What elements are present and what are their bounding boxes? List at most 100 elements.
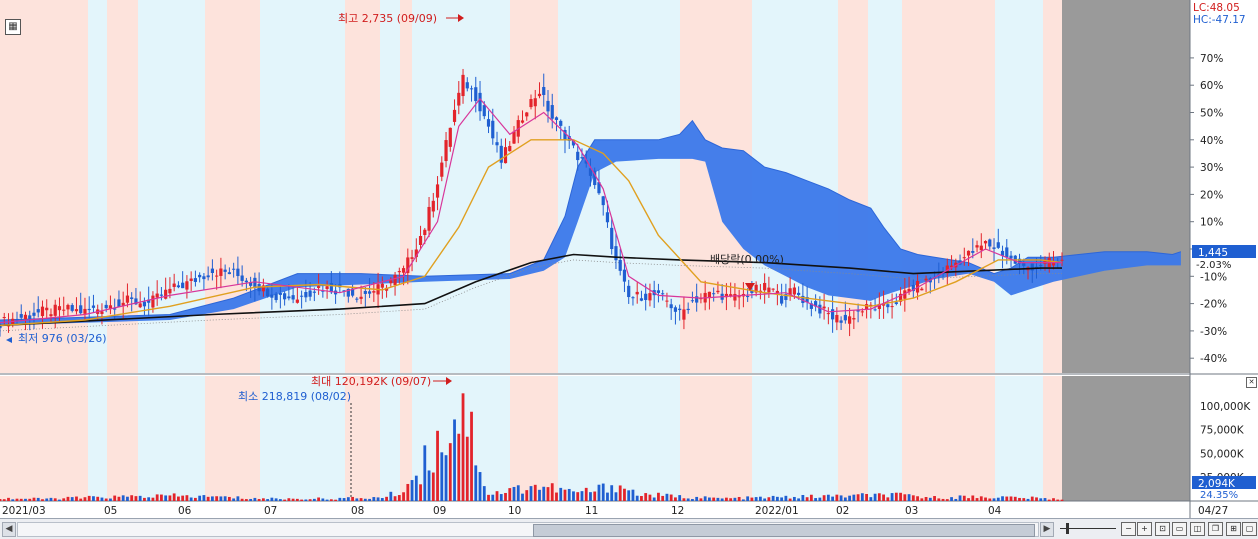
- volume-bar: [1047, 499, 1051, 501]
- volume-bar: [733, 497, 737, 501]
- volume-bar: [376, 497, 380, 501]
- volume-bar: [431, 472, 435, 501]
- volume-bar: [177, 496, 180, 501]
- volume-bar: [907, 494, 911, 501]
- x-axis-label: 11: [585, 505, 598, 517]
- scroll-thumb[interactable]: [533, 524, 1035, 537]
- zoom-in-icon[interactable]: +: [1137, 522, 1152, 536]
- price-tick-label: 60%: [1200, 80, 1223, 92]
- candle-body: [559, 120, 563, 126]
- volume-bar: [792, 496, 796, 501]
- candle-body: [189, 278, 193, 281]
- volume-bar: [521, 493, 524, 501]
- fit-icon[interactable]: ⊡: [1155, 522, 1170, 536]
- bg-band-volume: [680, 376, 752, 501]
- volume-bar: [682, 498, 686, 501]
- split-icon[interactable]: ◫: [1190, 522, 1205, 536]
- candle-body: [915, 280, 920, 293]
- candle-body: [610, 227, 614, 250]
- table-toggle-icon[interactable]: ▦: [5, 19, 21, 35]
- candle-body: [87, 308, 91, 311]
- candle-body: [278, 292, 282, 295]
- volume-bar: [567, 488, 571, 501]
- bg-band-volume: [510, 376, 558, 501]
- volume-bar: [1039, 498, 1043, 501]
- candle-body: [202, 276, 206, 280]
- close-volume-pane-icon[interactable]: ✕: [1246, 377, 1257, 388]
- volume-bar: [79, 498, 83, 501]
- candle-body: [40, 306, 45, 317]
- volume-bar: [669, 494, 673, 501]
- volume-bar: [160, 494, 163, 501]
- candle-body: [91, 305, 96, 308]
- volume-bar: [130, 495, 134, 501]
- bg-band-price: [107, 0, 138, 373]
- candle-body: [814, 301, 818, 307]
- candle-body: [869, 304, 873, 306]
- volume-bar: [181, 495, 185, 501]
- candle-body: [198, 274, 202, 278]
- candle-body: [138, 303, 142, 308]
- price-tick-label: -30%: [1200, 326, 1227, 338]
- candle-body: [746, 296, 750, 298]
- candle-body: [300, 295, 304, 297]
- volume-bar: [304, 499, 308, 501]
- candle-body: [401, 268, 406, 273]
- volume-bar: [839, 495, 843, 501]
- tile-icon[interactable]: ⊞: [1226, 522, 1241, 536]
- volume-bar: [843, 497, 847, 501]
- reset-icon[interactable]: ▢: [1242, 522, 1257, 536]
- bg-band-volume: [838, 376, 868, 501]
- candle-body: [639, 298, 644, 301]
- volume-bar: [66, 496, 70, 501]
- volume-bar: [580, 491, 584, 501]
- candle-body: [283, 293, 287, 300]
- volume-bar: [270, 497, 274, 501]
- candle-body: [181, 282, 185, 289]
- candle-body: [253, 277, 257, 289]
- volume-bar: [100, 497, 104, 501]
- volume-bar: [410, 480, 414, 501]
- zoom-out-icon[interactable]: −: [1121, 522, 1136, 536]
- volume-bar: [797, 498, 801, 501]
- current-volume-label: 2,094K: [1198, 478, 1236, 490]
- volume-bar: [406, 483, 410, 501]
- candle-body: [835, 314, 839, 323]
- volume-bar: [389, 491, 393, 501]
- candle-body: [427, 206, 431, 231]
- candle-body: [308, 290, 312, 297]
- candle-body: [100, 311, 104, 314]
- candle-body: [23, 314, 28, 319]
- candle-body: [542, 87, 546, 96]
- x-axis-label: 08: [351, 505, 364, 517]
- volume-bar: [975, 498, 979, 501]
- volume-bar: [109, 498, 112, 501]
- candle-body: [435, 184, 440, 198]
- candle-body: [537, 93, 542, 97]
- volume-bar: [758, 496, 762, 501]
- volume-bar: [83, 497, 87, 501]
- scroll-left-icon[interactable]: ◀: [2, 522, 16, 537]
- candle-body: [971, 250, 975, 253]
- window-icon[interactable]: ▭: [1172, 522, 1187, 536]
- candle-body: [682, 309, 686, 320]
- zoom-slider[interactable]: [1060, 523, 1116, 534]
- scroll-track[interactable]: [17, 522, 1039, 537]
- volume-bar: [979, 496, 983, 501]
- candle-body: [788, 288, 792, 296]
- volume-bar: [1035, 497, 1038, 501]
- volume-bar: [465, 436, 469, 501]
- volume-tick-label: 50,000K: [1200, 448, 1245, 460]
- volume-bar: [920, 498, 924, 501]
- scroll-right-icon[interactable]: ▶: [1040, 522, 1054, 537]
- volume-bar: [618, 485, 622, 501]
- volume-bar: [597, 484, 601, 501]
- volume-bar: [610, 485, 614, 501]
- cascade-icon[interactable]: ❐: [1208, 522, 1223, 536]
- volume-bar: [899, 492, 902, 501]
- candle-body: [707, 291, 712, 299]
- candle-body: [716, 290, 720, 293]
- candle-body: [644, 293, 648, 300]
